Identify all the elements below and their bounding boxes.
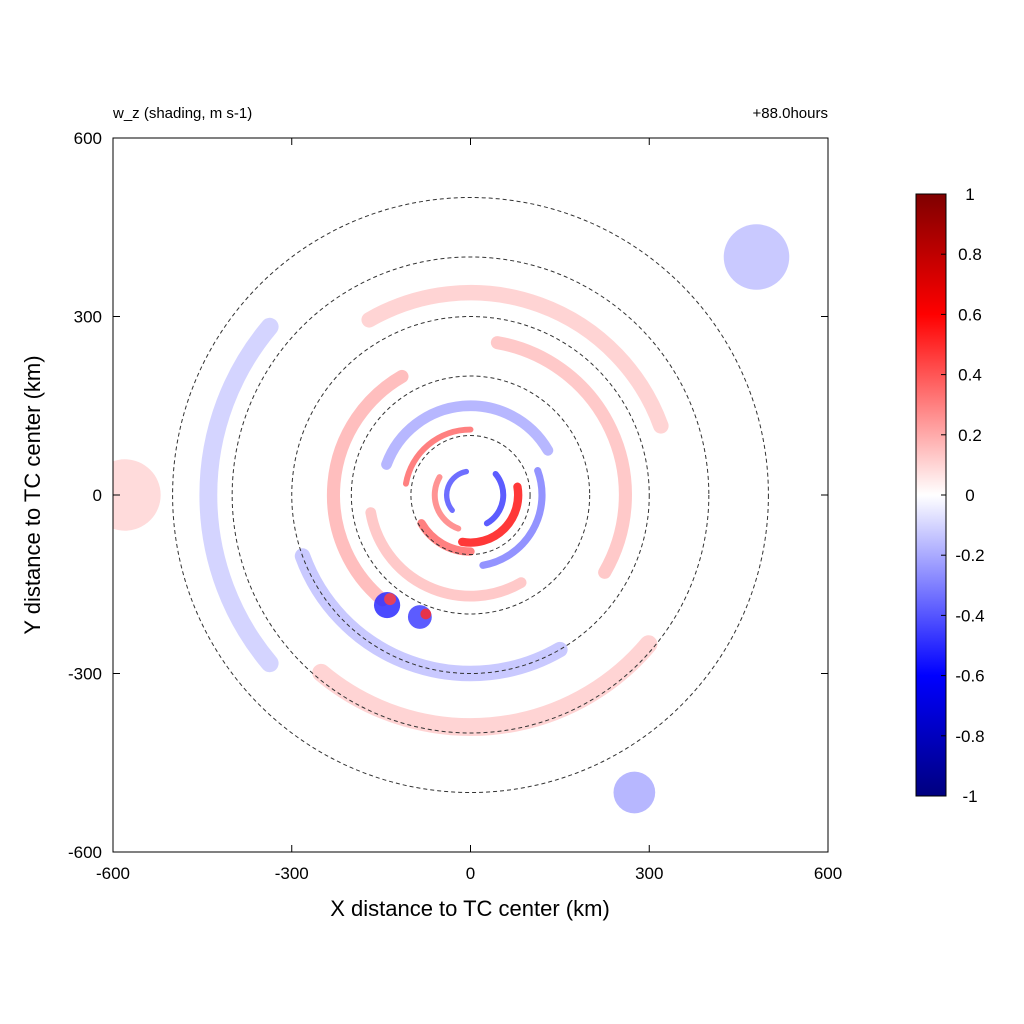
plot-area [113, 138, 828, 852]
y-tick-label: 300 [74, 308, 102, 327]
shading-band-12 [361, 284, 669, 434]
range-ring-400km [231, 256, 710, 734]
shading-blob-19 [613, 771, 656, 814]
colorbar-tick-label: 0 [965, 486, 974, 505]
x-tick-label: 300 [635, 864, 663, 883]
colorbar-tick-label: 0.8 [958, 245, 982, 264]
range-ring-500km [172, 197, 769, 793]
y-tick-label: -600 [68, 843, 102, 862]
colorbar-tick-label: 0.2 [958, 426, 982, 445]
colorbar-tick-label: -1 [962, 787, 977, 806]
axis-ticks: -600 -300 0 300 600 -600 -300 0 300 600 [68, 129, 842, 883]
shading-band-2 [483, 470, 507, 527]
colorbar-ticks: 1 0.8 0.6 0.4 0.2 0 -0.2 -0.4 -0.6 -0.8 -1 [941, 185, 985, 806]
colorbar-tick-label: 0.4 [958, 366, 982, 385]
y-axis-label: Y distance to TC center (km) [20, 355, 45, 634]
y-tick-label: -300 [68, 665, 102, 684]
x-tick-label: 600 [814, 864, 842, 883]
range-ring-100km [410, 435, 531, 555]
chart-title-right: +88.0hours [753, 105, 828, 122]
shading-band-6 [479, 467, 546, 569]
shading-band-14 [199, 317, 279, 673]
y-tick-label: 0 [93, 486, 102, 505]
shading-band-3 [444, 468, 470, 513]
shading-band-0 [458, 482, 523, 547]
colorbar-tick-label: -0.6 [955, 667, 984, 686]
colorbar-tick-label: -0.8 [955, 727, 984, 746]
colorbar-tick-label: -0.2 [955, 546, 984, 565]
shading-band-9 [326, 369, 409, 607]
colorbar-tick-label: -0.4 [955, 606, 984, 625]
range-ring-200km [350, 375, 591, 615]
shading-band-5 [402, 426, 474, 487]
range-ring-300km [291, 316, 650, 674]
x-tick-label: 0 [466, 864, 475, 883]
range-rings [172, 197, 769, 793]
shading-blob-16 [384, 593, 397, 606]
shading-band-10 [490, 336, 632, 579]
shading-blob-20 [723, 224, 790, 290]
x-axis-label: X distance to TC center (km) [330, 896, 610, 921]
shading-band-4 [431, 474, 462, 532]
w-z-shading [113, 224, 790, 814]
x-tick-label: -600 [96, 864, 130, 883]
shading-blob-18 [420, 608, 432, 620]
chart-title-left: w_z (shading, m s-1) [112, 105, 252, 122]
shading-band-1 [417, 519, 475, 556]
x-tick-label: -300 [275, 864, 309, 883]
shading-blob-21 [113, 459, 161, 531]
shading-band-7 [381, 400, 554, 470]
colorbar-tick-label: 0.6 [958, 305, 982, 324]
shading-band-13 [312, 635, 658, 736]
colorbar-tick-label: 1 [965, 185, 974, 204]
y-tick-label: 600 [74, 129, 102, 148]
shading-band-8 [365, 507, 527, 602]
